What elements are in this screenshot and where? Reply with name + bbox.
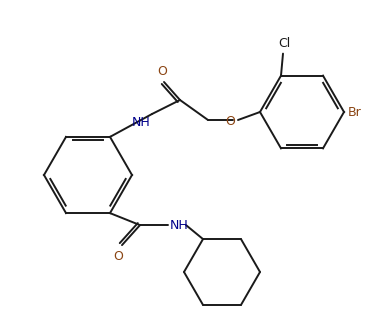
Text: O: O bbox=[225, 115, 235, 127]
Text: O: O bbox=[113, 250, 123, 263]
Text: NH: NH bbox=[131, 116, 150, 129]
Text: O: O bbox=[157, 65, 167, 78]
Text: Cl: Cl bbox=[278, 36, 290, 50]
Text: NH: NH bbox=[170, 219, 189, 232]
Text: Br: Br bbox=[348, 106, 362, 118]
